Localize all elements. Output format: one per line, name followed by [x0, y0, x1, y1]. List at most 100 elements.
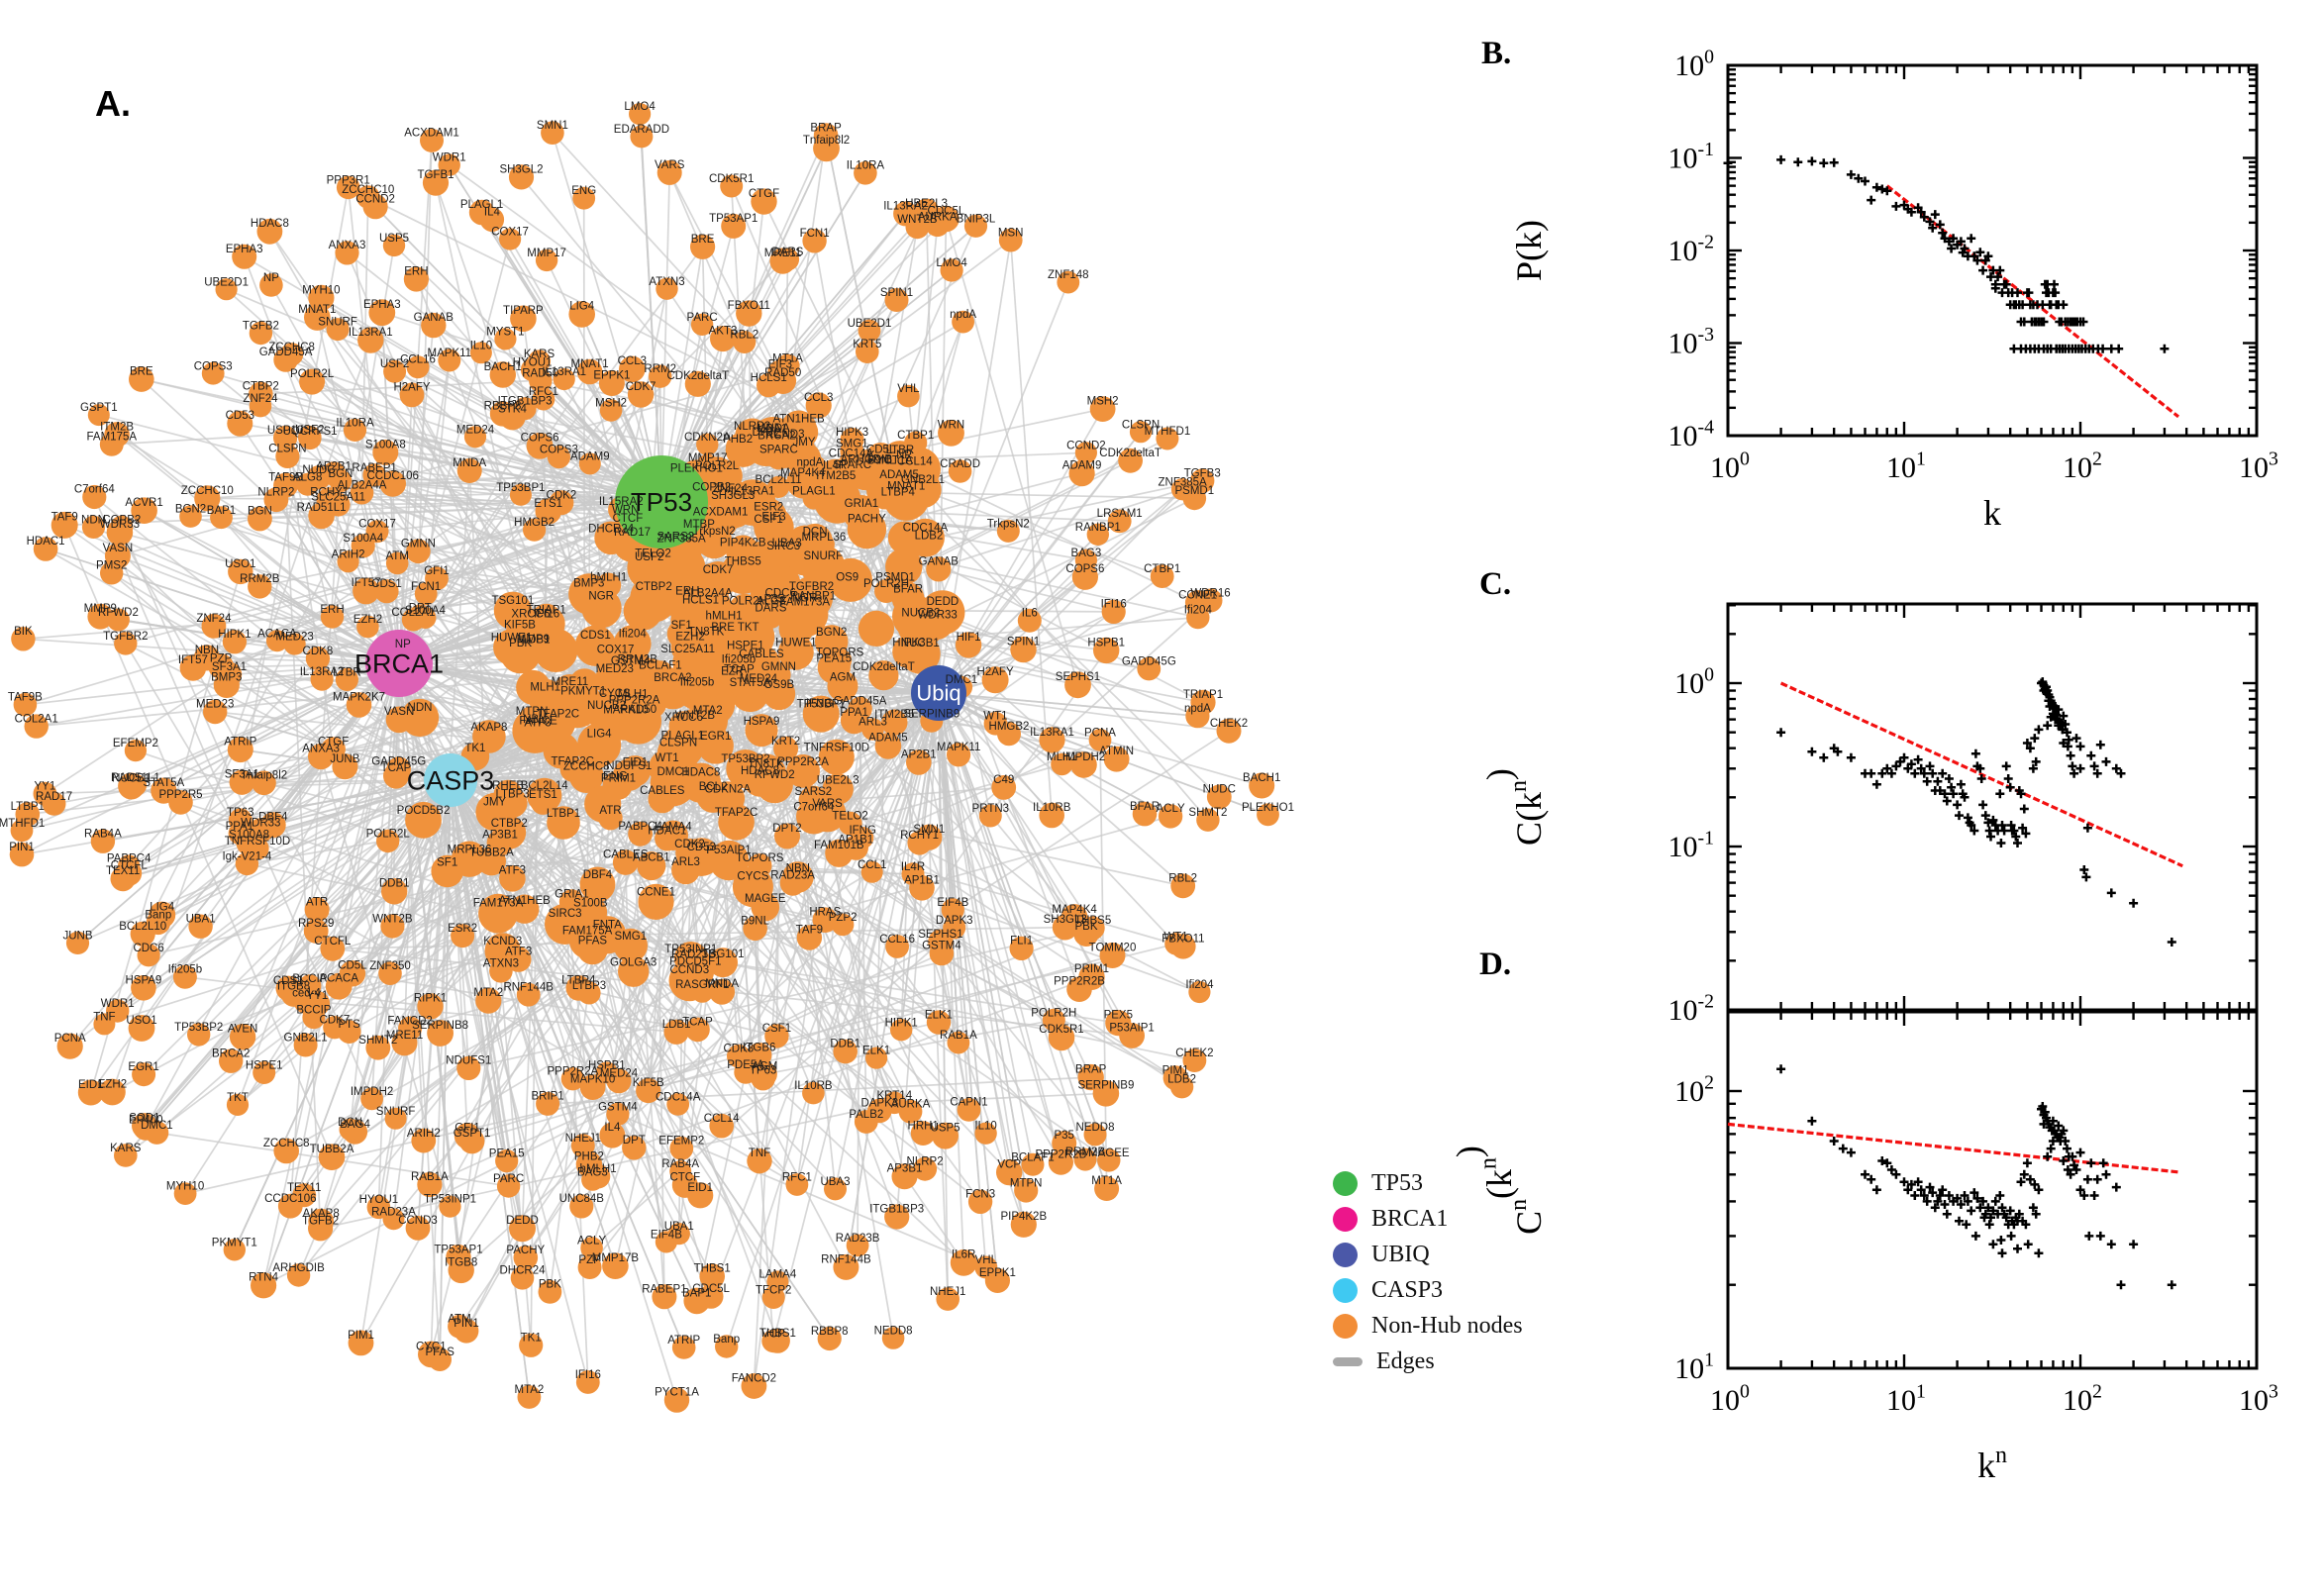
svg-text:SLC25A11: SLC25A11: [660, 644, 715, 655]
svg-text:CDK2deltaT: CDK2deltaT: [1099, 448, 1162, 459]
svg-text:H2AFY: H2AFY: [977, 666, 1014, 678]
svg-text:LAMA4: LAMA4: [655, 822, 692, 834]
svg-text:SIRC3: SIRC3: [766, 541, 800, 552]
svg-text:SEPHS1: SEPHS1: [1056, 671, 1100, 683]
svg-text:CDC14A: CDC14A: [903, 522, 949, 534]
svg-text:DDB1: DDB1: [830, 1039, 860, 1050]
svg-text:DPT: DPT: [623, 1135, 646, 1147]
svg-text:ZNF24: ZNF24: [243, 393, 278, 405]
svg-text:PIM1: PIM1: [348, 1330, 374, 1342]
svg-text:CCNE1: CCNE1: [637, 887, 675, 899]
svg-text:IFI16: IFI16: [534, 609, 559, 621]
axis-ticks: [1726, 63, 2259, 438]
svg-text:BRCA2: BRCA2: [212, 1047, 250, 1059]
svg-text:ERH: ERH: [675, 586, 699, 598]
svg-text:VARS: VARS: [812, 798, 843, 810]
svg-text:TP53BP2: TP53BP2: [721, 753, 769, 765]
svg-text:HIF1: HIF1: [957, 632, 981, 644]
svg-text:KCND3: KCND3: [483, 936, 522, 948]
svg-text:SEPHS1: SEPHS1: [918, 929, 962, 941]
svg-text:VARS: VARS: [655, 159, 685, 171]
svg-text:SPARC: SPARC: [759, 444, 798, 455]
svg-text:SPIN1: SPIN1: [880, 287, 913, 299]
axis-ticks: [1726, 604, 2259, 1012]
svg-text:PMS2: PMS2: [96, 560, 127, 572]
svg-text:BNIP3L: BNIP3L: [957, 213, 996, 225]
svg-text:ACLY: ACLY: [577, 1236, 607, 1247]
svg-text:CCL1: CCL1: [858, 859, 886, 871]
svg-text:UNC84B: UNC84B: [559, 1193, 605, 1205]
svg-text:GRIA1: GRIA1: [845, 498, 879, 510]
svg-text:AP1B1: AP1B1: [904, 874, 940, 886]
svg-text:AP2B1: AP2B1: [901, 749, 937, 761]
svg-text:LMO4: LMO4: [936, 257, 967, 269]
svg-text:CDK7: CDK7: [626, 381, 656, 393]
svg-text:SMG1: SMG1: [615, 931, 648, 943]
svg-text:USF2: USF2: [295, 425, 324, 437]
svg-text:EID1: EID1: [78, 1079, 104, 1091]
svg-text:ELK1: ELK1: [925, 1009, 953, 1021]
svg-text:S100A4: S100A4: [405, 605, 447, 617]
svg-text:SH3GL2: SH3GL2: [499, 164, 543, 176]
edge-swatch-icon: [1333, 1357, 1363, 1366]
legend-label: Non-Hub nodes: [1371, 1313, 1523, 1339]
svg-text:H2AFY: H2AFY: [393, 382, 430, 394]
svg-text:TP53AP1: TP53AP1: [434, 1244, 482, 1255]
svg-text:PSMD1: PSMD1: [875, 571, 915, 583]
svg-text:PIN1: PIN1: [9, 842, 35, 853]
svg-text:LRSAM1: LRSAM1: [1097, 508, 1143, 520]
svg-text:LIG4: LIG4: [569, 301, 595, 313]
svg-text:BRAP: BRAP: [810, 122, 842, 134]
svg-text:VASN: VASN: [384, 706, 414, 718]
svg-text:AKAP8: AKAP8: [470, 722, 507, 734]
svg-text:TP63: TP63: [750, 1065, 777, 1077]
svg-text:BRCA2: BRCA2: [654, 672, 691, 684]
svg-text:CABLES: CABLES: [640, 785, 685, 797]
svg-text:ACLY: ACLY: [1156, 803, 1185, 815]
svg-text:PCNA: PCNA: [54, 1033, 86, 1045]
axis-ticks: [1726, 1012, 2259, 1370]
network-node-labels: MNDAIfi205bZNF24USF2BCCIPWDR33POLR2HPOLR…: [0, 101, 1294, 1398]
svg-text:FCN3: FCN3: [965, 1189, 995, 1201]
svg-text:ELK1: ELK1: [862, 1046, 890, 1057]
svg-text:PBK: PBK: [1074, 921, 1097, 933]
svg-text:GANAB: GANAB: [414, 312, 454, 324]
fit-line: [1885, 184, 2180, 419]
svg-text:ARHGDIB: ARHGDIB: [272, 1262, 325, 1274]
svg-text:LTBP3: LTBP3: [495, 789, 529, 801]
svg-text:FAM173A: FAM173A: [473, 898, 524, 910]
svg-text:NDN: NDN: [81, 514, 106, 526]
svg-text:B9NL: B9NL: [741, 916, 769, 928]
panel-a-label: A.: [95, 83, 131, 124]
svg-text:RRM2: RRM2: [644, 363, 676, 375]
svg-text:CDC5L: CDC5L: [692, 1283, 730, 1295]
svg-text:PPP2R2A: PPP2R2A: [609, 695, 660, 707]
svg-text:100: 100: [1710, 448, 1750, 484]
svg-text:HSPE1: HSPE1: [246, 1060, 283, 1072]
svg-text:TKT: TKT: [738, 622, 759, 634]
hub-label-brca1: BRCA1: [354, 648, 444, 678]
svg-text:SF3A1: SF3A1: [212, 661, 247, 673]
svg-text:TrkpsN2: TrkpsN2: [693, 526, 736, 538]
svg-text:GNB2L1: GNB2L1: [284, 1032, 328, 1044]
svg-text:RRM2B: RRM2B: [240, 573, 280, 585]
svg-text:MAGEE: MAGEE: [745, 893, 786, 905]
svg-text:PHB2: PHB2: [574, 1150, 604, 1162]
svg-text:ZNF24: ZNF24: [713, 483, 749, 495]
network-hub-nodes: [365, 455, 966, 807]
svg-text:KRT5: KRT5: [853, 339, 881, 350]
legend-label: TP53: [1371, 1170, 1424, 1196]
svg-text:ESR2: ESR2: [448, 923, 477, 935]
svg-text:ENG: ENG: [603, 771, 628, 783]
hub-label-tp53: TP53: [631, 487, 692, 517]
svg-text:CAPN1: CAPN1: [950, 1097, 987, 1109]
svg-text:PCNA: PCNA: [1084, 727, 1116, 739]
svg-text:NP: NP: [896, 449, 912, 461]
svg-text:COPS6: COPS6: [521, 433, 559, 445]
svg-text:MAPK2K7: MAPK2K7: [333, 692, 385, 704]
svg-text:PZP2: PZP2: [829, 912, 858, 924]
svg-text:NLRP2: NLRP2: [907, 1156, 944, 1168]
svg-text:CDK8: CDK8: [303, 646, 334, 657]
svg-text:CCL16: CCL16: [879, 934, 915, 946]
y-axis-title: P(k): [1509, 220, 1549, 281]
